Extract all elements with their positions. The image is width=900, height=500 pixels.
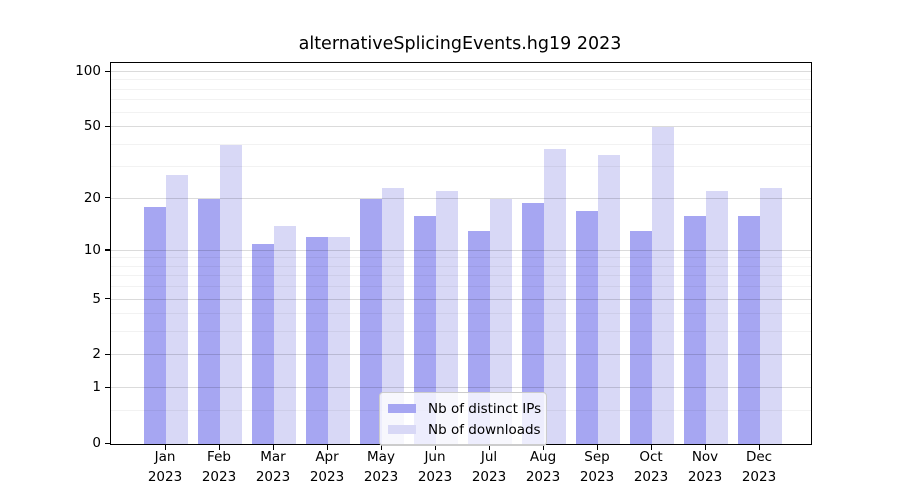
x-tick-label-dec: Dec 2023: [741, 449, 777, 485]
y-tick-label: 20: [83, 189, 101, 206]
x-axis-tick: [434, 445, 436, 450]
bar-may-downloads: [382, 187, 404, 444]
bar-feb-distinct-ips: [198, 198, 220, 444]
legend-label-distinct-ips: Nb of distinct IPs: [428, 400, 542, 417]
bar-jan-distinct-ips: [144, 206, 166, 444]
y-axis-tick: [105, 197, 110, 199]
bar-jun-downloads: [436, 191, 458, 444]
x-axis-tick: [488, 445, 490, 450]
bar-mar-downloads: [274, 225, 296, 444]
x-tick-label-jan: Jan 2023: [147, 449, 183, 485]
x-tick-label-jul: Jul 2023: [471, 449, 507, 485]
x-axis-tick: [758, 445, 760, 450]
bar-jul-distinct-ips: [468, 231, 490, 444]
bar-jul-downloads: [490, 198, 512, 444]
bar-may-distinct-ips: [360, 198, 382, 444]
chart-title: alternativeSplicingEvents.hg19 2023: [298, 34, 622, 54]
y-axis-tick: [105, 353, 110, 356]
legend: Nb of distinct IPs Nb of downloads: [379, 392, 547, 446]
x-tick-label-sep: Sep 2023: [579, 449, 615, 485]
bar-sep-downloads: [598, 155, 620, 444]
x-tick-label-jun: Jun 2023: [417, 449, 453, 485]
bar-apr-distinct-ips: [306, 237, 328, 444]
bar-apr-downloads: [328, 237, 350, 444]
bar-aug-downloads: [544, 148, 566, 444]
y-tick-label: 5: [92, 290, 101, 307]
x-axis-tick: [272, 445, 274, 450]
y-tick-label: 10: [83, 241, 101, 258]
y-axis-tick: [105, 249, 110, 251]
x-tick-label-may: May 2023: [363, 449, 399, 485]
y-axis-tick: [105, 386, 110, 388]
x-axis-tick: [164, 445, 166, 450]
bar-mar-distinct-ips: [252, 243, 274, 444]
x-axis-tick: [542, 445, 544, 450]
y-tick-label: 2: [92, 346, 101, 363]
plot-area: Nb of distinct IPs Nb of downloads: [110, 62, 812, 446]
x-axis-tick: [650, 445, 652, 450]
x-tick-label-nov: Nov 2023: [687, 449, 723, 485]
y-tick-label: 1: [92, 379, 101, 396]
bar-aug-distinct-ips: [522, 202, 544, 444]
bar-nov-downloads: [706, 191, 728, 444]
x-axis-tick: [596, 445, 598, 450]
bar-feb-downloads: [220, 144, 242, 444]
y-axis-tick: [105, 298, 110, 300]
y-axis-tick: [105, 125, 110, 127]
y-tick-label: 0: [92, 435, 101, 451]
bar-nov-distinct-ips: [684, 215, 706, 444]
x-axis-tick: [380, 445, 382, 450]
x-tick-label-oct: Oct 2023: [633, 449, 669, 485]
x-axis-tick: [326, 445, 328, 450]
bars-layer: [111, 63, 811, 444]
y-tick-label: 50: [83, 118, 101, 135]
x-axis-tick: [704, 445, 706, 450]
bar-dec-downloads: [760, 187, 782, 444]
bar-sep-distinct-ips: [576, 211, 598, 444]
x-tick-label-aug: Aug 2023: [525, 449, 561, 485]
y-tick-label: 100: [75, 63, 101, 79]
legend-swatch-distinct-ips: [388, 404, 416, 413]
y-axis-tick: [105, 70, 110, 72]
bar-oct-distinct-ips: [630, 231, 652, 444]
bar-jun-distinct-ips: [414, 215, 436, 444]
x-tick-label-mar: Mar 2023: [255, 449, 291, 485]
x-tick-label-apr: Apr 2023: [309, 449, 345, 485]
legend-row: Nb of downloads: [388, 419, 541, 440]
legend-swatch-downloads: [388, 425, 416, 434]
x-axis-tick: [218, 445, 220, 450]
legend-label-downloads: Nb of downloads: [428, 421, 541, 438]
y-axis-tick: [105, 442, 110, 444]
bar-dec-distinct-ips: [738, 215, 760, 444]
bar-oct-downloads: [652, 127, 674, 444]
bar-jan-downloads: [166, 175, 188, 444]
x-tick-label-feb: Feb 2023: [201, 449, 237, 485]
legend-row: Nb of distinct IPs: [388, 398, 542, 419]
